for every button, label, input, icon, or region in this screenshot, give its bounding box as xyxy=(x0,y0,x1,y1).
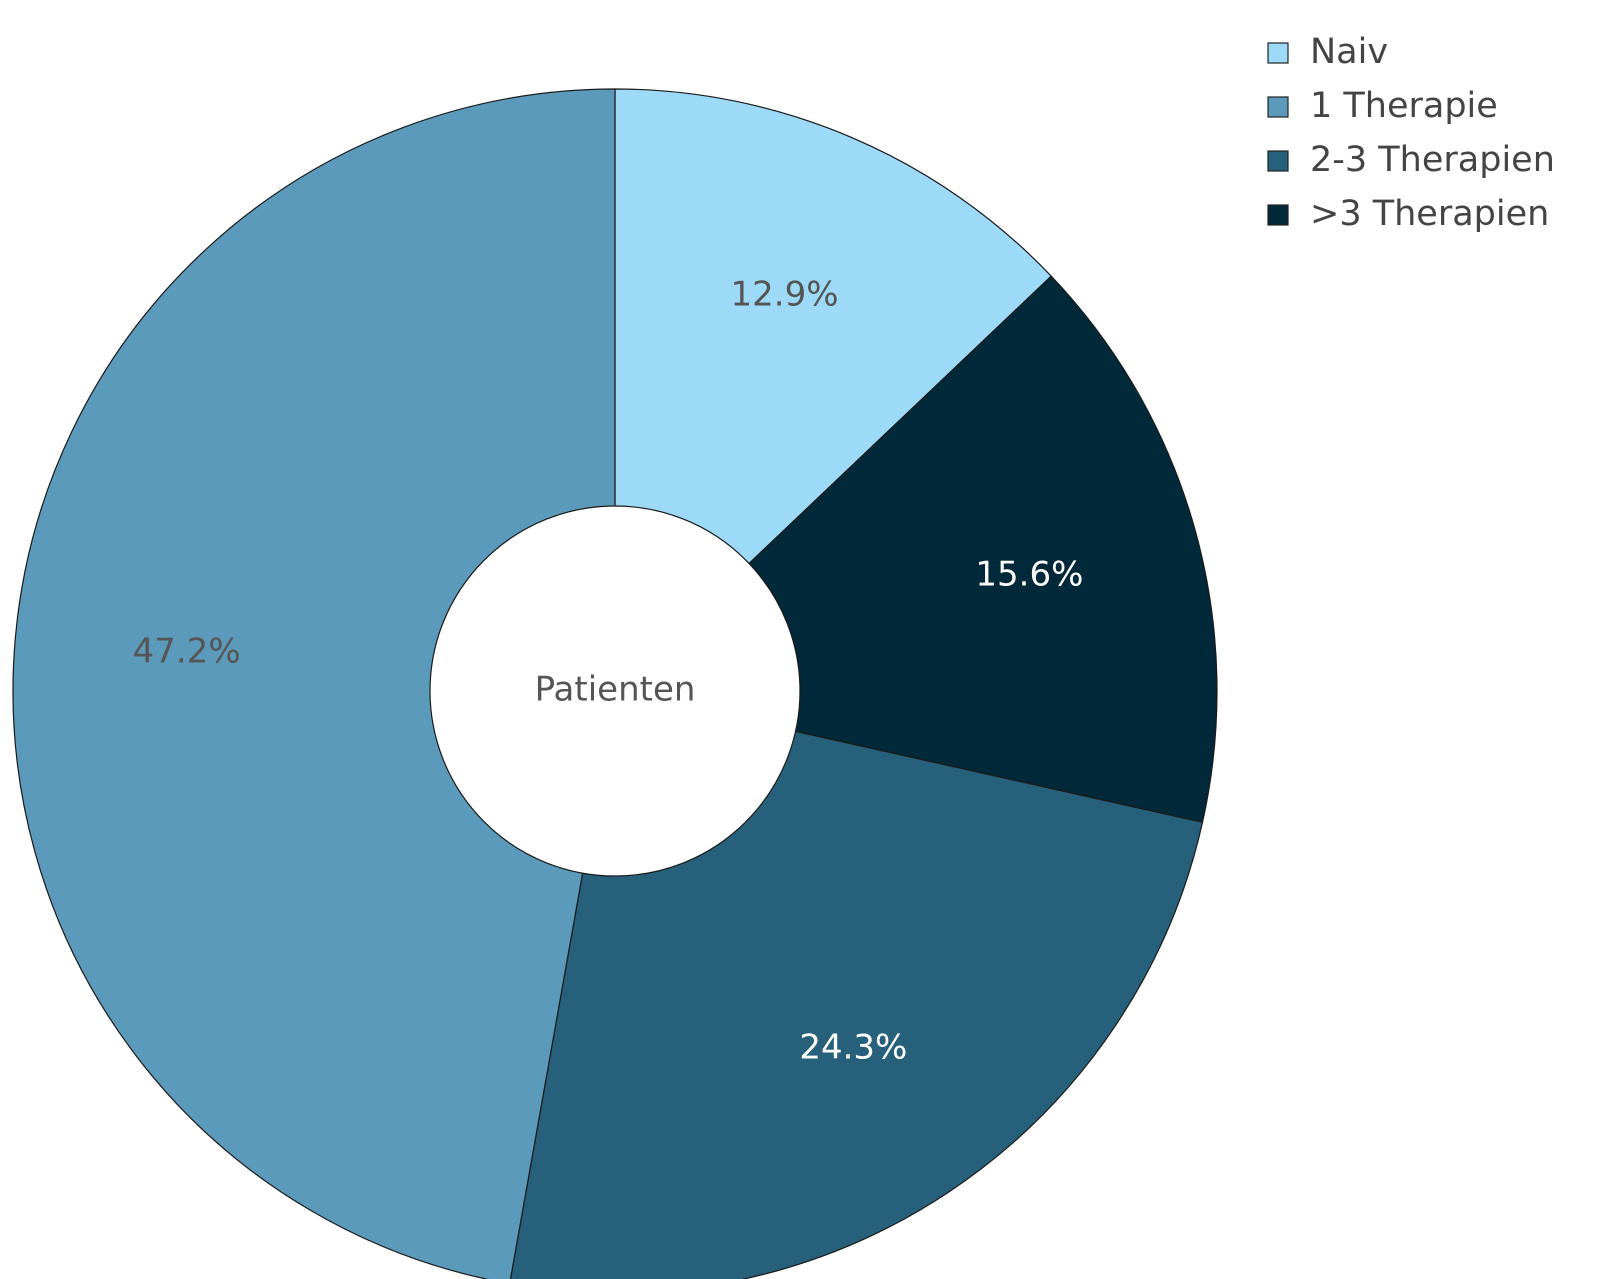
legend-swatch xyxy=(1267,150,1289,172)
slice-label: 12.9% xyxy=(731,274,839,314)
center-hole xyxy=(429,505,801,877)
slice-naiv[interactable] xyxy=(614,88,1053,693)
slice-1-therapie[interactable] xyxy=(12,88,616,1279)
legend-swatch xyxy=(1267,204,1289,226)
legend-swatch xyxy=(1267,42,1289,64)
legend[interactable]: Naiv 1 Therapie 2-3 Therapien >3 Therapien xyxy=(1267,32,1555,234)
legend-item[interactable]: 1 Therapie xyxy=(1267,86,1498,126)
legend-label: Naiv xyxy=(1310,32,1388,72)
legend-label: 1 Therapie xyxy=(1310,86,1498,126)
slice-label: 24.3% xyxy=(799,1027,907,1067)
legend-label: 2-3 Therapien xyxy=(1310,140,1555,180)
legend-item[interactable]: >3 Therapien xyxy=(1267,194,1549,234)
legend-item[interactable]: 2-3 Therapien xyxy=(1267,140,1555,180)
slice-label: 15.6% xyxy=(975,555,1083,595)
legend-label: >3 Therapien xyxy=(1310,194,1549,234)
legend-swatch xyxy=(1267,96,1289,118)
labels-layer: 12.9% 15.6% 24.3% 47.2% xyxy=(133,274,1084,1067)
legend-item[interactable]: Naiv xyxy=(1267,32,1388,72)
slice-label: 47.2% xyxy=(133,632,241,672)
center-label: Patienten xyxy=(535,670,696,710)
